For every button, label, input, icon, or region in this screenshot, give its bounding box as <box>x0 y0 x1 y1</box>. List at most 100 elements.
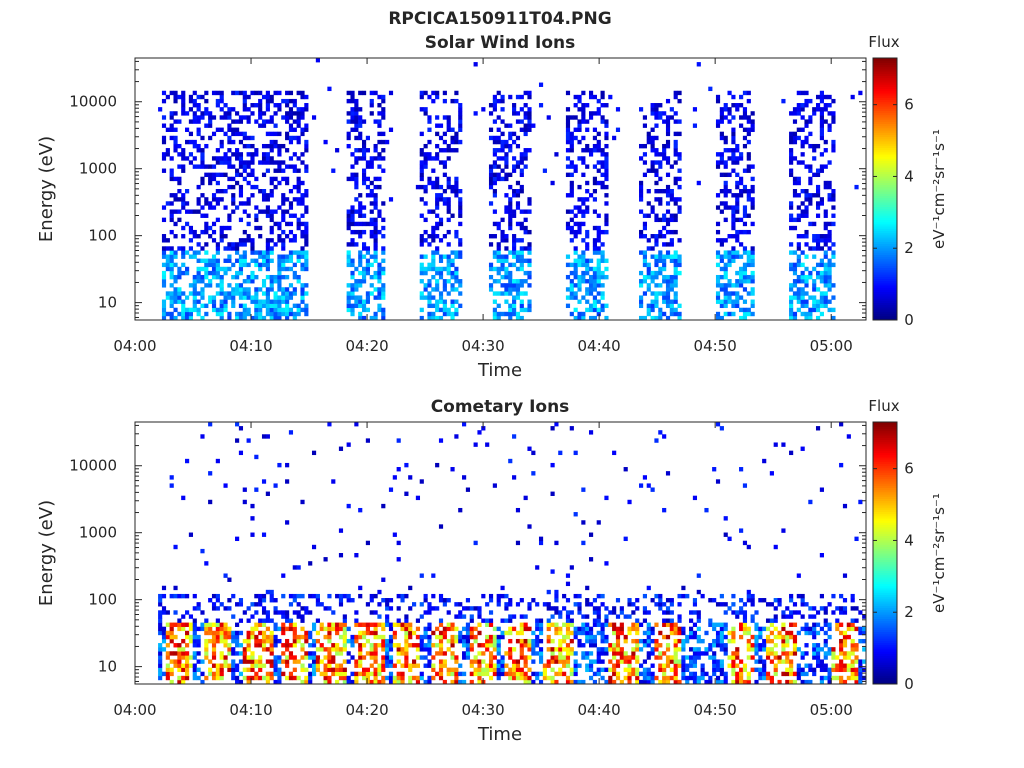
spectrogram-cell <box>492 626 497 632</box>
spectrogram-cell <box>723 193 728 198</box>
spectrogram-cell <box>692 675 698 681</box>
spectrogram-cell <box>158 663 163 668</box>
spectrogram-cell <box>296 184 301 190</box>
spectrogram-cell <box>431 606 436 611</box>
spectrogram-cell <box>731 246 736 251</box>
spectrogram-cell <box>454 229 459 235</box>
spectrogram-cell <box>258 123 263 128</box>
spectrogram-cell <box>673 295 678 300</box>
spectrogram-cell <box>273 667 278 673</box>
spectrogram-cell <box>746 98 751 104</box>
spectrogram-cell <box>515 135 521 141</box>
spectrogram-cell <box>654 160 659 165</box>
spectrogram-cell <box>204 201 209 206</box>
spectrogram-cell <box>773 618 778 623</box>
spectrogram-cell <box>258 643 263 648</box>
spectrogram-cell <box>365 651 370 656</box>
spectrogram-cell <box>338 675 344 681</box>
spectrogram-cell <box>523 152 528 157</box>
spectrogram-cell <box>519 638 524 644</box>
spectrogram-cell <box>446 242 451 247</box>
spectrogram-cell <box>373 679 378 685</box>
spectrogram-cell <box>781 614 786 619</box>
spectrogram-cell <box>569 160 574 165</box>
spectrogram-cell <box>492 279 497 284</box>
spectrogram-cell <box>246 659 251 664</box>
spectrogram-cell <box>650 671 655 677</box>
spectrogram-cell <box>377 262 382 268</box>
spectrogram-cell <box>527 655 532 660</box>
spectrogram-cell <box>527 258 532 263</box>
spectrogram-cell <box>254 487 259 492</box>
spectrogram-cell <box>454 270 459 276</box>
spectrogram-cell <box>823 242 828 247</box>
spectrogram-cell <box>746 643 751 648</box>
spectrogram-cell <box>165 667 170 673</box>
spectrogram-cell <box>515 205 521 210</box>
spectrogram-cell <box>200 193 205 198</box>
spectrogram-cell <box>554 622 559 627</box>
spectrogram-cell <box>550 622 555 627</box>
spectrogram-cell <box>789 250 794 255</box>
spectrogram-cell <box>358 148 363 153</box>
spectrogram-cell <box>523 671 528 677</box>
spectrogram-cell <box>573 127 578 132</box>
spectrogram-cell <box>431 593 436 599</box>
spectrogram-cell <box>612 663 617 668</box>
spectrogram-cell <box>381 626 386 632</box>
spectrogram-cell <box>519 283 524 288</box>
spectrogram-cell <box>211 266 217 272</box>
spectrogram-cell <box>681 626 686 632</box>
spectrogram-cell <box>796 262 801 268</box>
spectrogram-cell <box>473 659 478 664</box>
spectrogram-cell <box>173 315 178 321</box>
spectrogram-cell <box>450 213 455 218</box>
spectrogram-cell <box>419 254 424 259</box>
spectrogram-cell <box>435 156 440 161</box>
spectrogram-cell <box>227 598 232 603</box>
spectrogram-cell <box>192 630 197 636</box>
spectrogram-cell <box>581 119 586 124</box>
spectrogram-cell <box>612 647 617 652</box>
spectrogram-cell <box>665 675 671 681</box>
spectrogram-cell <box>608 622 613 627</box>
spectrogram-cell <box>404 626 409 632</box>
spectrogram-cell <box>231 197 236 202</box>
spectrogram-cell <box>327 667 332 673</box>
spectrogram-cell <box>650 303 655 309</box>
spectrogram-cell <box>789 156 794 161</box>
spectrogram-cell <box>619 647 624 652</box>
spectrogram-cell <box>704 630 709 636</box>
spectrogram-cell <box>277 303 282 309</box>
spectrogram-cell <box>527 643 532 648</box>
spectrogram-cell <box>685 593 690 599</box>
spectrogram-cell <box>773 442 778 447</box>
spectrogram-cell <box>258 225 263 231</box>
spectrogram-cell <box>523 307 528 313</box>
spectrogram-cell <box>385 647 390 652</box>
spectrogram-cell <box>662 295 667 300</box>
spectrogram-cell <box>673 671 678 677</box>
spectrogram-cell <box>650 103 655 108</box>
spectrogram-cell <box>600 164 605 169</box>
spectrogram-cell <box>442 602 447 607</box>
spectrogram-cell <box>735 160 740 165</box>
spectrogram-cell <box>204 111 209 116</box>
spectrogram-cell <box>373 217 378 223</box>
spectrogram-cell <box>492 209 497 214</box>
spectrogram-cell <box>689 663 694 668</box>
spectrogram-cell <box>739 659 744 664</box>
spectrogram-cell <box>535 675 540 681</box>
spectrogram-cell <box>427 94 432 100</box>
spectrogram-cell <box>665 295 671 300</box>
spectrogram-cell <box>715 254 721 259</box>
spectrogram-cell <box>446 610 451 615</box>
spectrogram-cell <box>265 671 270 677</box>
spectrogram-cell <box>523 225 528 231</box>
spectrogram-cell <box>677 638 682 644</box>
spectrogram-cell <box>358 135 363 141</box>
spectrogram-cell <box>192 103 197 108</box>
spectrogram-cell <box>215 250 220 255</box>
spectrogram-cell <box>804 254 809 259</box>
spectrogram-cell <box>161 274 167 280</box>
